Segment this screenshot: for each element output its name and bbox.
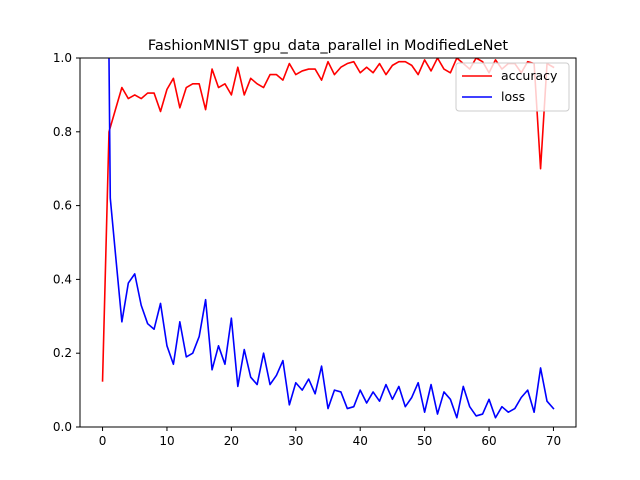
y-tick-label: 0.2: [53, 346, 72, 360]
y-tick-label: 0.8: [53, 125, 72, 139]
y-tick-label: 0.4: [53, 272, 72, 286]
plot-frame: [79, 57, 577, 428]
chart-title: FashionMNIST gpu_data_parallel in Modifi…: [148, 38, 509, 54]
y-tick-label: 0.6: [53, 199, 72, 213]
legend: accuracy loss: [455, 62, 570, 112]
axis-ticks: 0 10 20 30 40 50 60 70 0.0 0.2 0.4 0.6 0.8 1.0: [53, 51, 561, 448]
x-tick-label: 60: [481, 434, 496, 448]
y-tick-label: 1.0: [53, 51, 72, 65]
plot-lines: [101, 58, 555, 419]
legend-accuracy-label: accuracy: [501, 68, 558, 83]
x-tick-label: 50: [417, 434, 432, 448]
x-tick-label: 30: [288, 434, 303, 448]
x-tick-label: 0: [99, 434, 107, 448]
series-line-accuracy: [101, 58, 555, 382]
x-tick-label: 40: [353, 434, 368, 448]
x-tick-label: 10: [159, 434, 174, 448]
legend-loss-label: loss: [501, 89, 525, 104]
x-tick-label: 20: [224, 434, 239, 448]
y-tick-label: 0.0: [53, 420, 72, 434]
series-line-loss: [108, 58, 555, 419]
x-tick-label: 70: [546, 434, 561, 448]
legend-box: [455, 62, 570, 112]
